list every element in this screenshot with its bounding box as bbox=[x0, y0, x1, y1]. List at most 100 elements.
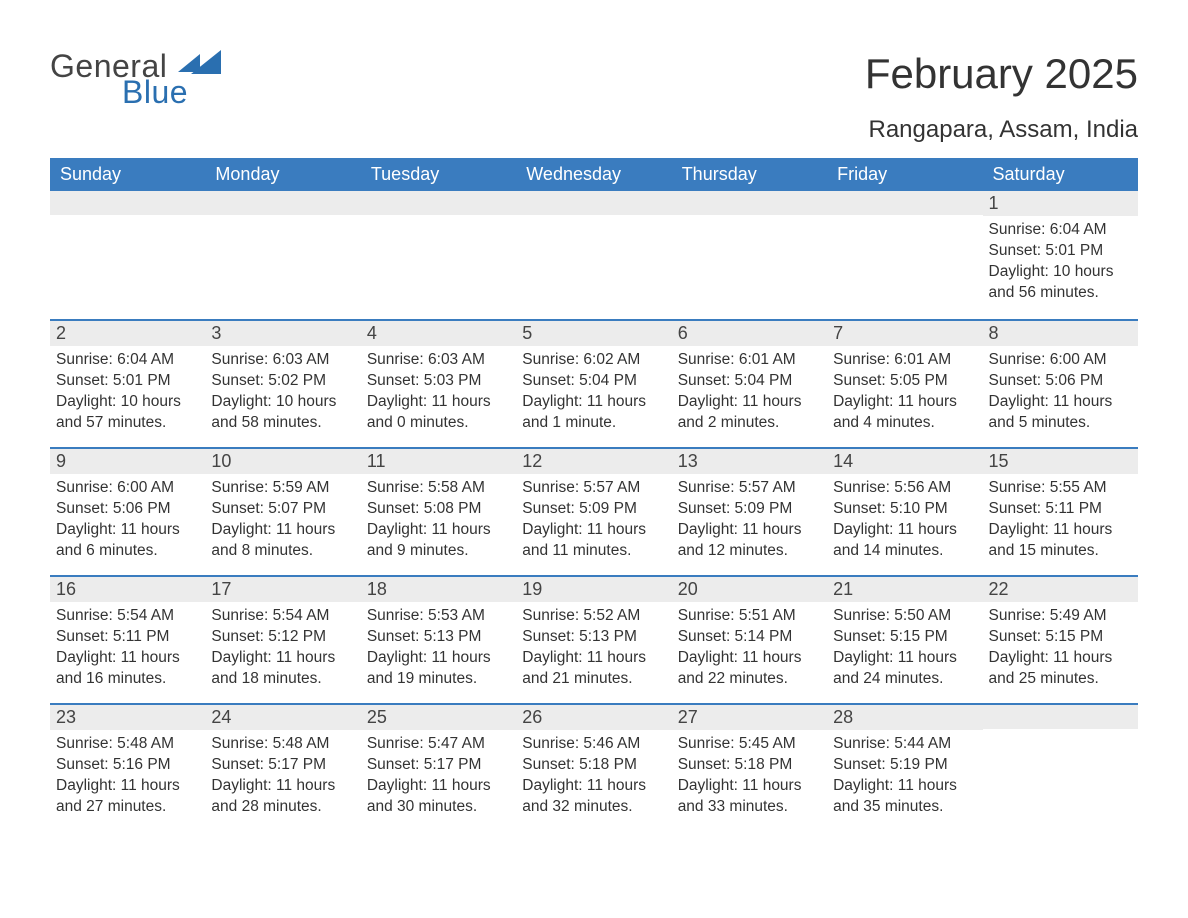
calendar-cell: 5Sunrise: 6:02 AMSunset: 5:04 PMDaylight… bbox=[516, 319, 671, 447]
sunset-text: Sunset: 5:06 PM bbox=[56, 499, 199, 520]
day-details: Sunrise: 5:48 AMSunset: 5:16 PMDaylight:… bbox=[50, 730, 205, 818]
calendar-cell: 11Sunrise: 5:58 AMSunset: 5:08 PMDayligh… bbox=[361, 447, 516, 575]
day-number: 22 bbox=[983, 575, 1138, 602]
calendar-cell: 25Sunrise: 5:47 AMSunset: 5:17 PMDayligh… bbox=[361, 703, 516, 831]
empty-day bbox=[50, 191, 205, 215]
sunrise-text: Sunrise: 5:57 AM bbox=[522, 478, 665, 499]
day-details: Sunrise: 5:59 AMSunset: 5:07 PMDaylight:… bbox=[205, 474, 360, 562]
day-details: Sunrise: 6:03 AMSunset: 5:03 PMDaylight:… bbox=[361, 346, 516, 434]
sunrise-text: Sunrise: 5:55 AM bbox=[989, 478, 1132, 499]
sunset-text: Sunset: 5:17 PM bbox=[211, 755, 354, 776]
calendar-cell: 26Sunrise: 5:46 AMSunset: 5:18 PMDayligh… bbox=[516, 703, 671, 831]
calendar-cell: 22Sunrise: 5:49 AMSunset: 5:15 PMDayligh… bbox=[983, 575, 1138, 703]
sunset-text: Sunset: 5:09 PM bbox=[522, 499, 665, 520]
day-details: Sunrise: 5:44 AMSunset: 5:19 PMDaylight:… bbox=[827, 730, 982, 818]
daylight-text: Daylight: 11 hours and 14 minutes. bbox=[833, 520, 976, 562]
day-details: Sunrise: 5:54 AMSunset: 5:11 PMDaylight:… bbox=[50, 602, 205, 690]
sunrise-text: Sunrise: 5:57 AM bbox=[678, 478, 821, 499]
day-number: 6 bbox=[672, 319, 827, 346]
daylight-text: Daylight: 11 hours and 32 minutes. bbox=[522, 776, 665, 818]
weekday-header: Monday bbox=[205, 158, 360, 191]
calendar-cell: 17Sunrise: 5:54 AMSunset: 5:12 PMDayligh… bbox=[205, 575, 360, 703]
logo-text-blue: Blue bbox=[122, 76, 221, 108]
day-number: 7 bbox=[827, 319, 982, 346]
sunrise-text: Sunrise: 5:46 AM bbox=[522, 734, 665, 755]
sunrise-text: Sunrise: 5:58 AM bbox=[367, 478, 510, 499]
calendar-cell: 16Sunrise: 5:54 AMSunset: 5:11 PMDayligh… bbox=[50, 575, 205, 703]
sunrise-text: Sunrise: 5:50 AM bbox=[833, 606, 976, 627]
sunrise-text: Sunrise: 6:03 AM bbox=[367, 350, 510, 371]
day-number: 26 bbox=[516, 703, 671, 730]
sunset-text: Sunset: 5:06 PM bbox=[989, 371, 1132, 392]
sunset-text: Sunset: 5:03 PM bbox=[367, 371, 510, 392]
daylight-text: Daylight: 10 hours and 57 minutes. bbox=[56, 392, 199, 434]
calendar-body: 1Sunrise: 6:04 AMSunset: 5:01 PMDaylight… bbox=[50, 191, 1138, 831]
calendar-cell: 6Sunrise: 6:01 AMSunset: 5:04 PMDaylight… bbox=[672, 319, 827, 447]
daylight-text: Daylight: 11 hours and 24 minutes. bbox=[833, 648, 976, 690]
daylight-text: Daylight: 11 hours and 1 minute. bbox=[522, 392, 665, 434]
sunset-text: Sunset: 5:18 PM bbox=[678, 755, 821, 776]
day-number: 23 bbox=[50, 703, 205, 730]
sunset-text: Sunset: 5:02 PM bbox=[211, 371, 354, 392]
sunset-text: Sunset: 5:14 PM bbox=[678, 627, 821, 648]
daylight-text: Daylight: 11 hours and 21 minutes. bbox=[522, 648, 665, 690]
weekday-header: Saturday bbox=[983, 158, 1138, 191]
calendar-cell: 7Sunrise: 6:01 AMSunset: 5:05 PMDaylight… bbox=[827, 319, 982, 447]
weekday-header: Tuesday bbox=[361, 158, 516, 191]
day-number: 15 bbox=[983, 447, 1138, 474]
sunset-text: Sunset: 5:13 PM bbox=[522, 627, 665, 648]
weekday-header: Wednesday bbox=[516, 158, 671, 191]
sunrise-text: Sunrise: 6:00 AM bbox=[989, 350, 1132, 371]
daylight-text: Daylight: 11 hours and 15 minutes. bbox=[989, 520, 1132, 562]
day-details: Sunrise: 5:55 AMSunset: 5:11 PMDaylight:… bbox=[983, 474, 1138, 562]
sunrise-text: Sunrise: 6:03 AM bbox=[211, 350, 354, 371]
month-title: February 2025 bbox=[865, 50, 1138, 98]
sunrise-text: Sunrise: 6:04 AM bbox=[989, 220, 1132, 241]
day-details: Sunrise: 6:04 AMSunset: 5:01 PMDaylight:… bbox=[50, 346, 205, 434]
daylight-text: Daylight: 11 hours and 8 minutes. bbox=[211, 520, 354, 562]
day-number: 18 bbox=[361, 575, 516, 602]
calendar-cell bbox=[50, 191, 205, 319]
day-details: Sunrise: 5:57 AMSunset: 5:09 PMDaylight:… bbox=[672, 474, 827, 562]
header-row: General Blue February 2025 Rangapara, As… bbox=[50, 50, 1138, 144]
daylight-text: Daylight: 11 hours and 28 minutes. bbox=[211, 776, 354, 818]
day-number: 27 bbox=[672, 703, 827, 730]
calendar-cell: 8Sunrise: 6:00 AMSunset: 5:06 PMDaylight… bbox=[983, 319, 1138, 447]
calendar-week-row: 9Sunrise: 6:00 AMSunset: 5:06 PMDaylight… bbox=[50, 447, 1138, 575]
daylight-text: Daylight: 11 hours and 22 minutes. bbox=[678, 648, 821, 690]
calendar-week-row: 1Sunrise: 6:04 AMSunset: 5:01 PMDaylight… bbox=[50, 191, 1138, 319]
calendar-cell: 24Sunrise: 5:48 AMSunset: 5:17 PMDayligh… bbox=[205, 703, 360, 831]
sunrise-text: Sunrise: 6:02 AM bbox=[522, 350, 665, 371]
sunset-text: Sunset: 5:15 PM bbox=[833, 627, 976, 648]
day-details: Sunrise: 5:56 AMSunset: 5:10 PMDaylight:… bbox=[827, 474, 982, 562]
calendar-cell bbox=[205, 191, 360, 319]
calendar-cell bbox=[827, 191, 982, 319]
calendar-cell: 13Sunrise: 5:57 AMSunset: 5:09 PMDayligh… bbox=[672, 447, 827, 575]
logo-triangle-icon bbox=[191, 50, 221, 74]
day-details: Sunrise: 6:04 AMSunset: 5:01 PMDaylight:… bbox=[983, 216, 1138, 304]
sunset-text: Sunset: 5:11 PM bbox=[56, 627, 199, 648]
daylight-text: Daylight: 11 hours and 4 minutes. bbox=[833, 392, 976, 434]
day-details: Sunrise: 6:03 AMSunset: 5:02 PMDaylight:… bbox=[205, 346, 360, 434]
sunrise-text: Sunrise: 5:59 AM bbox=[211, 478, 354, 499]
sunset-text: Sunset: 5:07 PM bbox=[211, 499, 354, 520]
daylight-text: Daylight: 11 hours and 25 minutes. bbox=[989, 648, 1132, 690]
sunset-text: Sunset: 5:04 PM bbox=[522, 371, 665, 392]
day-details: Sunrise: 6:00 AMSunset: 5:06 PMDaylight:… bbox=[50, 474, 205, 562]
daylight-text: Daylight: 11 hours and 16 minutes. bbox=[56, 648, 199, 690]
day-number: 1 bbox=[983, 191, 1138, 216]
calendar-cell bbox=[516, 191, 671, 319]
day-number: 13 bbox=[672, 447, 827, 474]
sunrise-text: Sunrise: 5:51 AM bbox=[678, 606, 821, 627]
day-details: Sunrise: 6:01 AMSunset: 5:04 PMDaylight:… bbox=[672, 346, 827, 434]
calendar-cell: 14Sunrise: 5:56 AMSunset: 5:10 PMDayligh… bbox=[827, 447, 982, 575]
sunset-text: Sunset: 5:01 PM bbox=[56, 371, 199, 392]
calendar-cell: 18Sunrise: 5:53 AMSunset: 5:13 PMDayligh… bbox=[361, 575, 516, 703]
calendar-cell: 9Sunrise: 6:00 AMSunset: 5:06 PMDaylight… bbox=[50, 447, 205, 575]
title-block: February 2025 Rangapara, Assam, India bbox=[865, 50, 1138, 144]
daylight-text: Daylight: 11 hours and 19 minutes. bbox=[367, 648, 510, 690]
day-number: 25 bbox=[361, 703, 516, 730]
calendar-cell bbox=[983, 703, 1138, 831]
calendar-cell: 3Sunrise: 6:03 AMSunset: 5:02 PMDaylight… bbox=[205, 319, 360, 447]
sunset-text: Sunset: 5:11 PM bbox=[989, 499, 1132, 520]
